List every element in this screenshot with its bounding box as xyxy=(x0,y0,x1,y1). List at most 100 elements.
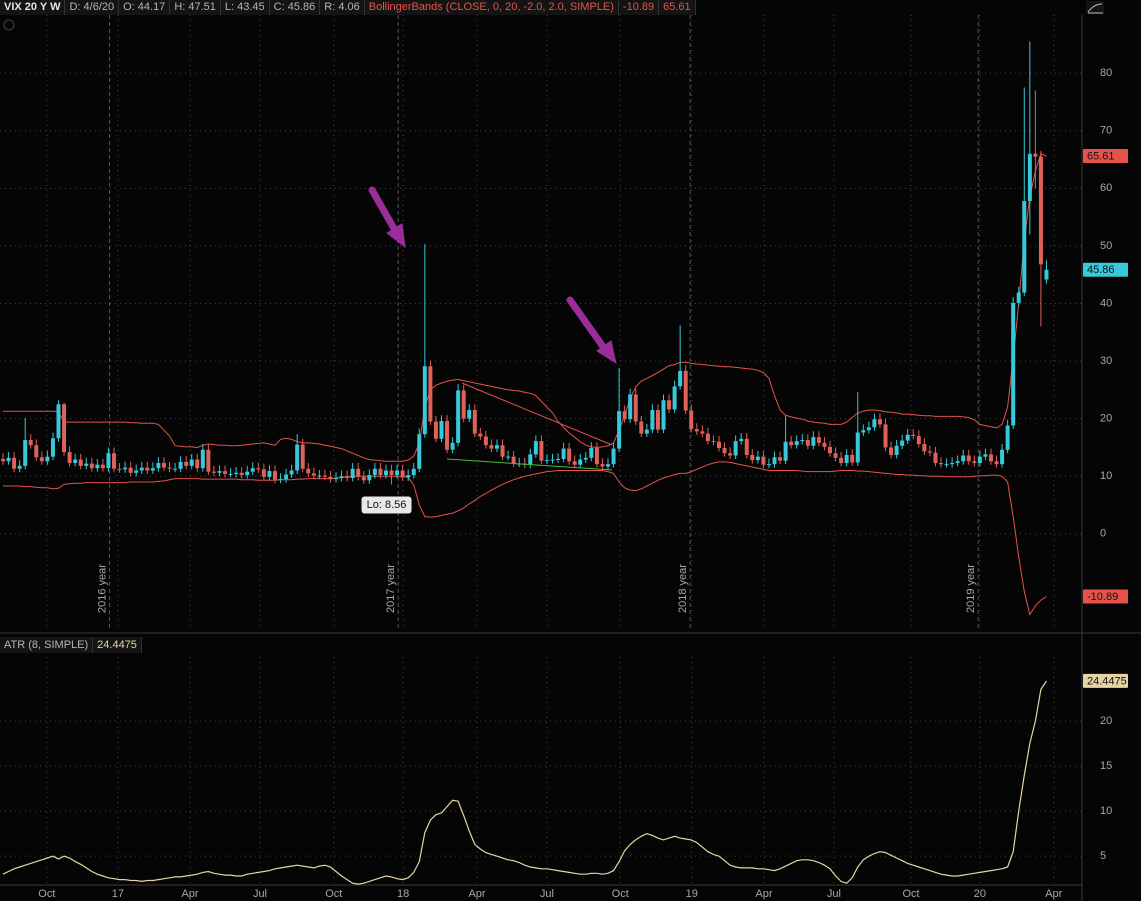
x-tick-label: Oct xyxy=(38,888,55,900)
settings-icon[interactable] xyxy=(1086,1,1104,14)
candle-body xyxy=(28,439,33,446)
candle-body xyxy=(339,476,344,478)
candle-body xyxy=(733,441,738,456)
candle-body xyxy=(1033,153,1038,157)
candle-body xyxy=(256,468,261,470)
candle-body xyxy=(955,461,960,464)
candle-body xyxy=(528,454,533,465)
candle-body xyxy=(145,467,150,471)
candle-body xyxy=(56,404,61,439)
candle-body xyxy=(805,439,810,446)
candle-body xyxy=(1044,269,1049,280)
year-label: 2019 year xyxy=(965,564,977,613)
arrow xyxy=(368,186,406,249)
candle-body xyxy=(966,455,971,462)
candle-body xyxy=(223,471,228,474)
candle-body xyxy=(783,441,788,461)
candle-body xyxy=(356,468,361,477)
candle-body xyxy=(583,457,588,460)
y-tick-label: 60 xyxy=(1100,182,1112,194)
x-tick-label: Jul xyxy=(253,888,267,900)
header-field: D: 4/6/20 xyxy=(65,0,120,15)
candle-body xyxy=(67,452,72,464)
x-tick-label: 19 xyxy=(686,888,698,900)
year-label: 2018 year xyxy=(677,564,689,613)
candle-body xyxy=(0,458,5,462)
atr-line xyxy=(2,680,1048,885)
candle-body xyxy=(722,448,727,454)
candle-body xyxy=(1022,200,1027,293)
candle-body xyxy=(428,366,433,422)
candle-body xyxy=(794,441,799,446)
price-badge xyxy=(1083,149,1128,164)
study-name: BollingerBands (CLOSE, 0, 20, -2.0, 2.0,… xyxy=(364,0,619,15)
candle-body xyxy=(678,370,683,387)
candle-body xyxy=(939,463,944,465)
candle-body xyxy=(400,470,405,478)
low-label-box xyxy=(361,496,412,514)
candle-body xyxy=(211,471,216,473)
candle-body xyxy=(889,447,894,455)
candle-body xyxy=(245,471,250,476)
candle-body xyxy=(844,454,849,464)
candle-body xyxy=(317,475,322,477)
candle-body xyxy=(39,457,44,462)
candle-body xyxy=(972,461,977,464)
candle-body xyxy=(850,454,855,463)
candle-body xyxy=(578,459,583,465)
candle-body xyxy=(883,424,888,448)
header-field: L: 43.45 xyxy=(220,0,270,15)
candle-body xyxy=(34,445,39,458)
info-icon[interactable] xyxy=(3,19,15,31)
x-tick-label: Oct xyxy=(612,888,629,900)
price-badge-text: 65.61 xyxy=(1087,150,1115,162)
header-field: H: 47.51 xyxy=(170,0,221,15)
candle-body xyxy=(700,431,705,434)
study-value: 65.61 xyxy=(659,0,696,15)
candle-body xyxy=(417,434,422,469)
price-badge-text: -10.89 xyxy=(1087,591,1118,603)
study-value: 24.4475 xyxy=(93,637,142,653)
x-tick-label: 18 xyxy=(397,888,409,900)
candle-body xyxy=(611,448,616,465)
bollinger-upper xyxy=(3,153,1047,462)
y-tick-label: 50 xyxy=(1100,240,1112,252)
y-tick-label: 80 xyxy=(1100,67,1112,79)
y-tick-label: 15 xyxy=(1100,760,1112,772)
candle-body xyxy=(911,434,916,436)
candle-body xyxy=(628,394,633,420)
candle-body xyxy=(100,464,105,469)
x-tick-label: 20 xyxy=(974,888,986,900)
candle-body xyxy=(322,475,327,477)
candle-body xyxy=(983,454,988,457)
x-tick-label: Jul xyxy=(540,888,554,900)
candle-body xyxy=(406,475,411,478)
candle-body xyxy=(556,458,561,460)
candle-body xyxy=(877,419,882,425)
candle-body xyxy=(367,475,372,481)
candle-body xyxy=(156,463,161,469)
x-tick-label: Oct xyxy=(902,888,919,900)
candle-body xyxy=(383,470,388,476)
candle-body xyxy=(150,468,155,471)
candle-body xyxy=(833,453,838,458)
candle-body xyxy=(589,448,594,458)
candle-body xyxy=(511,456,516,464)
candle-body xyxy=(561,448,566,459)
candle-body xyxy=(789,441,794,446)
candle-body xyxy=(450,442,455,450)
y-tick-label: 20 xyxy=(1100,715,1112,727)
candle-body xyxy=(961,455,966,462)
candle-body xyxy=(744,438,749,455)
candle-body xyxy=(755,456,760,461)
y-tick-label: 70 xyxy=(1100,125,1112,137)
candle-body xyxy=(311,473,316,476)
candle-body xyxy=(533,441,538,455)
candle-body xyxy=(306,468,311,474)
candle-body xyxy=(128,467,133,473)
candle-body xyxy=(189,459,194,466)
candle-body xyxy=(639,421,644,434)
candle-body xyxy=(683,370,688,411)
candle-body xyxy=(217,471,222,473)
